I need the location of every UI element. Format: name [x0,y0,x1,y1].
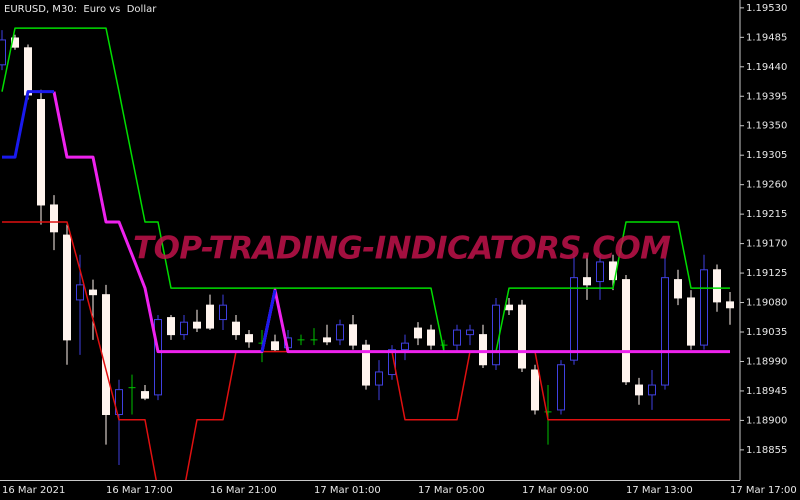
candle-body [167,317,175,336]
candle-body [687,297,695,346]
candle-body [427,329,435,346]
x-tick-label: 16 Mar 2021 [2,485,65,496]
candle-body [713,269,721,303]
candle-body [37,99,45,206]
y-tick-label: 1.18855 [746,445,787,456]
candle-body [206,304,214,329]
candle-body [193,321,201,329]
candle-body [635,384,643,396]
y-tick-label: 1.19485 [746,32,787,43]
candle-body [492,304,500,366]
candle-body [622,279,630,383]
candle-body [0,39,6,66]
candle-body [414,327,422,339]
x-tick-label: 17 Mar 09:00 [522,485,589,496]
y-tick-label: 1.19395 [746,91,787,102]
candle-body [596,261,604,283]
candle-body [583,277,591,286]
indicator-line [1,27,730,353]
candle-body [50,204,58,233]
indicator-line [2,90,277,352]
candle-body [180,321,188,336]
candle-body [102,294,110,416]
candle-body [271,341,279,351]
candle-body [362,344,370,386]
y-tick-label: 1.19440 [746,62,787,73]
candle-body [349,324,357,346]
x-tick-label: 16 Mar 17:00 [106,485,173,496]
plot-area [0,27,734,480]
candle-body [661,277,669,386]
candle-body [726,301,734,309]
y-tick-label: 1.19080 [746,298,787,309]
candle-body [219,304,227,321]
y-tick-label: 1.18990 [746,356,787,367]
candle-body [141,391,149,399]
x-tick-label: 16 Mar 21:00 [210,485,277,496]
candle-body [76,284,84,301]
y-tick-label: 1.19170 [746,239,787,250]
candle-body [674,279,682,299]
x-tick-label: 17 Mar 01:00 [314,485,381,496]
candle-body [531,369,539,411]
candle-body [570,277,578,361]
candle-body [232,321,240,336]
candle-body [505,304,513,311]
candle-body [375,371,383,386]
y-tick-label: 1.18900 [746,415,787,426]
candle-body [336,324,344,341]
candle-body [63,234,71,341]
y-tick-label: 1.19035 [746,327,787,338]
candle-body [115,389,123,416]
candle-body [89,289,97,296]
y-tick-label: 1.19305 [746,150,787,161]
x-tick-label: 17 Mar 17:00 [730,485,797,496]
candle-body [323,337,331,343]
y-tick-label: 1.19530 [746,3,787,14]
y-tick-label: 1.19215 [746,209,787,220]
candle-body [518,304,526,369]
candle-body [401,342,409,351]
y-tick-label: 1.19350 [746,121,787,132]
candle-body [154,319,162,396]
y-tick-label: 1.19125 [746,268,787,279]
candle-body [245,334,253,343]
watermark: TOP-TRADING-INDICATORS.COM [133,231,671,267]
indicator-line [52,91,730,354]
y-tick-label: 1.18945 [746,386,787,397]
candle-body [466,329,474,336]
y-tick-label: 1.19260 [746,180,787,191]
candle-body [700,269,708,346]
candle-body [24,47,32,96]
candle-body [479,334,487,366]
candle-body [388,349,396,376]
chart-title: EURUSD, M30: Euro vs Dollar [4,4,157,15]
x-tick-label: 17 Mar 13:00 [626,485,693,496]
x-tick-label: 17 Mar 05:00 [418,485,485,496]
candle-body [557,364,565,411]
candle-body [648,384,656,396]
candle-body [453,329,461,346]
